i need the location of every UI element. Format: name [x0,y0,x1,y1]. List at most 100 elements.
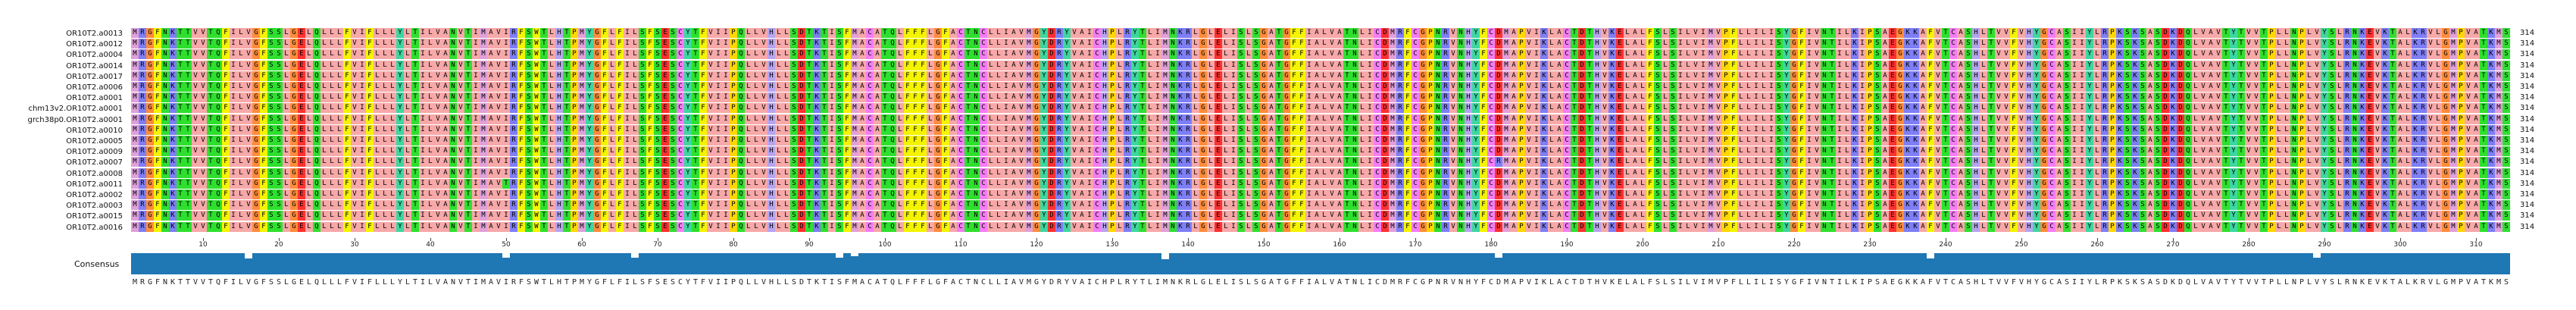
residue-cell: C [1411,168,1419,178]
residue-cell: L [237,189,245,199]
residue-cell: N [972,92,980,103]
residue-cell: F [222,114,230,124]
residue-cell: L [336,103,343,114]
residue-cell: Q [214,103,222,114]
residue-cell: L [381,146,389,157]
residue-cell: V [2313,70,2321,81]
residue-cell: P [1518,189,1525,199]
residue-cell: F [911,157,919,168]
residue-cell: V [1601,82,1608,92]
residue-cell: Y [2230,39,2237,49]
residue-cell: V [1071,49,1078,60]
residue-cell: F [1646,136,1654,146]
residue-cell: F [1798,60,1805,70]
residue-cell: S [790,28,798,38]
residue-cell: F [343,92,351,103]
residue-cell: L [995,178,1002,189]
residue-cell: L [995,28,1002,38]
residue-cell: S [836,70,843,81]
residue-cell: I [1533,92,1540,103]
residue-cell: L [1192,114,1199,124]
residue-cell: K [2169,178,2177,189]
residue-cell: S [2154,82,2162,92]
residue-cell: G [1199,124,1207,135]
residue-cell: F [343,168,351,178]
residue-cell: M [480,70,487,81]
residue-cell: M [131,39,139,49]
residue-cell: L [237,157,245,168]
residue-cell: L [548,136,555,146]
residue-cell: S [1775,136,1783,146]
residue-cell: V [245,28,252,38]
residue-cell: C [957,28,964,38]
residue-cell: C [957,114,964,124]
residue-cell: V [1934,189,1942,199]
residue-cell: F [1298,60,1305,70]
sequence-name: OR10T2.a0004 [66,51,123,60]
residue-cell: K [2381,146,2389,157]
residue-cell: L [631,157,639,168]
residue-cell: I [1699,82,1707,92]
residue-cell: M [1161,189,1169,199]
residue-cell: F [1646,39,1654,49]
residue-cell: L [2404,70,2412,81]
residue-cell: N [161,136,169,146]
residue-cell: Y [1040,82,1048,92]
residue-cell: L [1662,39,1669,49]
residue-cell: F [616,178,624,189]
residue-cell: A [1010,92,1018,103]
residue-cell: S [2063,168,2071,178]
residue-cell: F [699,178,707,189]
residue-cell: V [2245,157,2252,168]
residue-cell: A [1313,103,1321,114]
residue-cell: L [1222,168,1230,178]
residue-cell: A [487,49,495,60]
residue-cell: L [631,92,639,103]
residue-cell: S [1252,168,1260,178]
residue-cell: Y [1472,39,1480,49]
residue-cell: C [1487,189,1495,199]
residue-cell: F [260,189,267,199]
residue-cell: N [2290,168,2298,178]
residue-cell: Q [889,28,896,38]
residue-cell: L [2404,157,2412,168]
residue-cell: S [275,189,283,199]
residue-cell: L [548,28,555,38]
residue-cell: I [1154,39,1161,49]
residue-cell: Y [1040,189,1048,199]
sequence-name: grch38p0.OR10T2.a0001 [28,116,123,125]
residue-cell: I [722,146,730,157]
residue-cell: L [404,124,411,135]
residue-cell: R [139,39,146,49]
residue-cell: F [699,82,707,92]
residue-cell: C [866,28,874,38]
residue-cell: F [366,92,374,103]
residue-cell: G [1896,178,1904,189]
residue-cell: F [1798,189,1805,199]
residue-cell: A [1336,189,1343,199]
residue-cell: A [949,189,957,199]
residue-cell: Q [2184,168,2192,178]
residue-cell: H [1465,189,1472,199]
residue-cell: H [1101,103,1108,114]
residue-cell: K [1912,70,1919,81]
residue-cell: L [1760,136,1768,146]
residue-cell: T [411,82,419,92]
residue-cell: T [964,124,972,135]
residue-cell: L [305,168,313,178]
residue-cell: V [351,39,358,49]
residue-cell: A [2472,136,2480,146]
residue-cell: A [1919,157,1927,168]
residue-cell: L [783,28,790,38]
residue-cell: T [2237,157,2245,168]
residue-cell: A [1555,168,1563,178]
residue-cell: C [1374,28,1381,38]
residue-cell: A [1555,103,1563,114]
residue-cell: I [714,28,722,38]
residue-cell: M [1707,124,1715,135]
residue-cell: T [1139,28,1146,38]
residue-cell: L [1116,168,1124,178]
residue-cell: F [517,136,525,146]
residue-cell: L [389,28,396,38]
residue-cell: M [1502,124,1510,135]
